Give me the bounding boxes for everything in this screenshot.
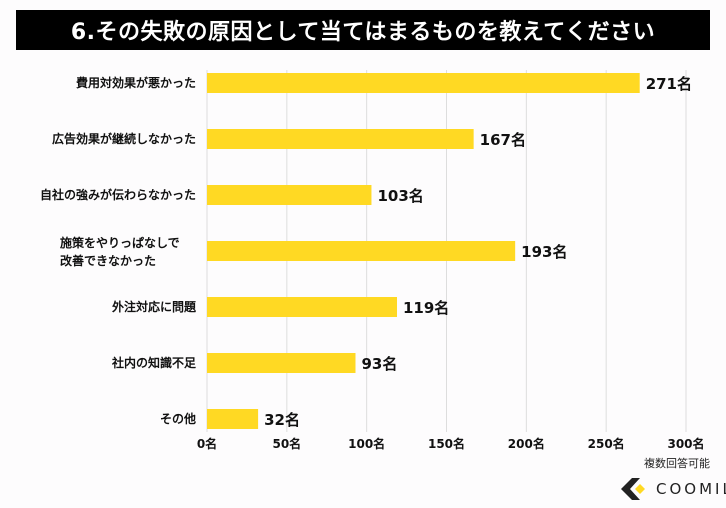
bar bbox=[207, 353, 356, 373]
coomil-logo: COOMIL bbox=[620, 478, 726, 500]
x-tick-label: 100名 bbox=[348, 436, 385, 451]
x-tick-label: 150名 bbox=[428, 436, 465, 451]
x-tick-label: 0名 bbox=[197, 436, 217, 451]
data-label: 271名 bbox=[646, 75, 692, 93]
data-label: 103名 bbox=[377, 187, 423, 205]
category-label: 費用対効果が悪かった bbox=[76, 75, 196, 90]
category-label: 外注対応に問題 bbox=[112, 299, 197, 314]
logo-mark-icon bbox=[621, 478, 645, 500]
data-label: 193名 bbox=[521, 243, 567, 261]
bar bbox=[207, 185, 372, 205]
category-label: その他 bbox=[160, 411, 196, 426]
data-label: 119名 bbox=[403, 299, 449, 317]
data-label: 32名 bbox=[264, 411, 300, 429]
bar bbox=[207, 129, 474, 149]
category-label: 自社の強みが伝わらなかった bbox=[40, 187, 196, 202]
bar bbox=[207, 73, 640, 93]
footnote: 複数回答可能 bbox=[644, 457, 710, 470]
bar bbox=[207, 241, 516, 261]
category-label: 施策をやりっぱなしで改善できなかった bbox=[60, 235, 180, 268]
x-tick-label: 50名 bbox=[272, 436, 301, 451]
x-tick-label: 300名 bbox=[667, 436, 704, 451]
x-tick-label: 250名 bbox=[588, 436, 625, 451]
bar bbox=[207, 409, 259, 429]
logo-text: COOMIL bbox=[656, 480, 726, 498]
category-label: 広告効果が継続しなかった bbox=[52, 131, 196, 146]
data-label: 167名 bbox=[480, 131, 526, 149]
category-label: 社内の知識不足 bbox=[111, 355, 196, 370]
data-label: 93名 bbox=[361, 355, 397, 373]
x-tick-label: 200名 bbox=[508, 436, 545, 451]
bar bbox=[207, 297, 398, 317]
chart-title: 6.その失敗の原因として当てはまるものを教えてください bbox=[16, 10, 710, 50]
